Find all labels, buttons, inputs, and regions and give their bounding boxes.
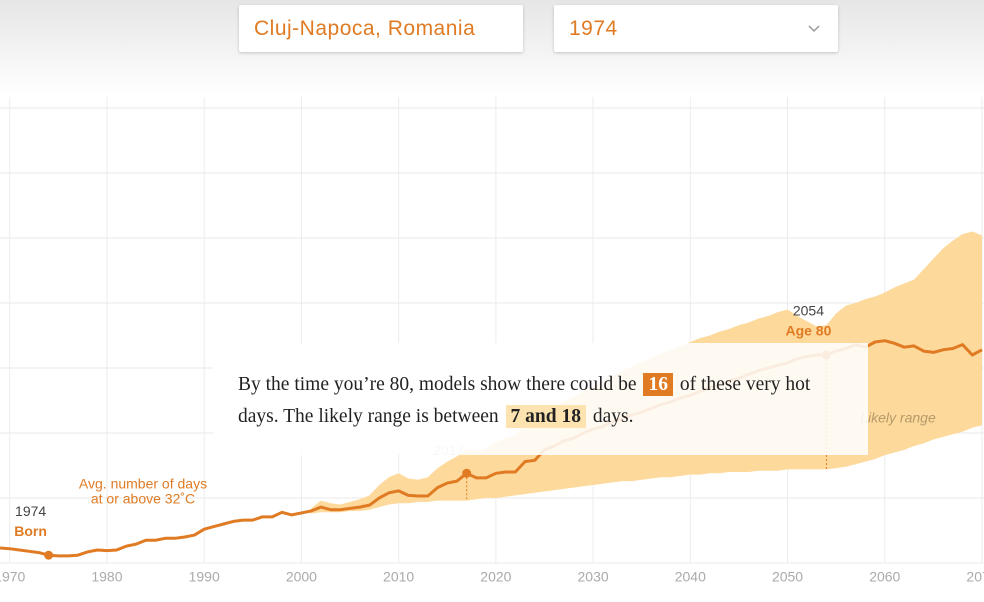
marker-dot bbox=[44, 550, 54, 560]
chevron bbox=[808, 25, 820, 33]
x-tick-label: 2060 bbox=[869, 569, 900, 585]
callout-after: days. bbox=[592, 406, 634, 427]
band-label: Likely range bbox=[860, 410, 936, 426]
x-tick-label: 1970 bbox=[0, 569, 26, 585]
marker-year: 2054 bbox=[793, 303, 824, 319]
marker-dot bbox=[462, 468, 472, 478]
header: Cluj-Napoca, Romania 1974 bbox=[0, 0, 984, 96]
y-axis-label: at or above 32˚C bbox=[91, 491, 195, 507]
x-tick-label: 2030 bbox=[578, 569, 609, 585]
callout-value: 16 bbox=[643, 373, 673, 396]
x-tick-label: 2020 bbox=[480, 569, 511, 585]
marker-year: 1974 bbox=[15, 503, 46, 519]
callout-middle: of these very hot days. The likely range… bbox=[238, 374, 811, 427]
marker-label: Age 80 bbox=[785, 323, 831, 339]
callout-range: 7 and 18 bbox=[505, 405, 586, 428]
x-tick-label: 1980 bbox=[91, 569, 122, 585]
x-tick-label: 2000 bbox=[286, 569, 317, 585]
x-tick-label: 2040 bbox=[675, 569, 706, 585]
callout-before: By the time you’re 80, models show there… bbox=[238, 374, 637, 395]
year-value: 1974 bbox=[569, 17, 618, 40]
callout-text: By the time you’re 80, models show there… bbox=[238, 369, 838, 433]
x-tick-label: 2010 bbox=[383, 569, 414, 585]
x-tick-label: 1990 bbox=[189, 569, 220, 585]
y-axis-label: Avg. number of days bbox=[79, 476, 207, 492]
place-input[interactable]: Cluj-Napoca, Romania bbox=[239, 5, 523, 52]
x-tick-label: 2050 bbox=[772, 569, 803, 585]
marker-label: Born bbox=[14, 523, 47, 539]
x-tick-label: 2070 bbox=[966, 569, 984, 585]
year-select[interactable]: 1974 bbox=[554, 5, 838, 52]
callout: By the time you’re 80, models show there… bbox=[213, 343, 868, 455]
